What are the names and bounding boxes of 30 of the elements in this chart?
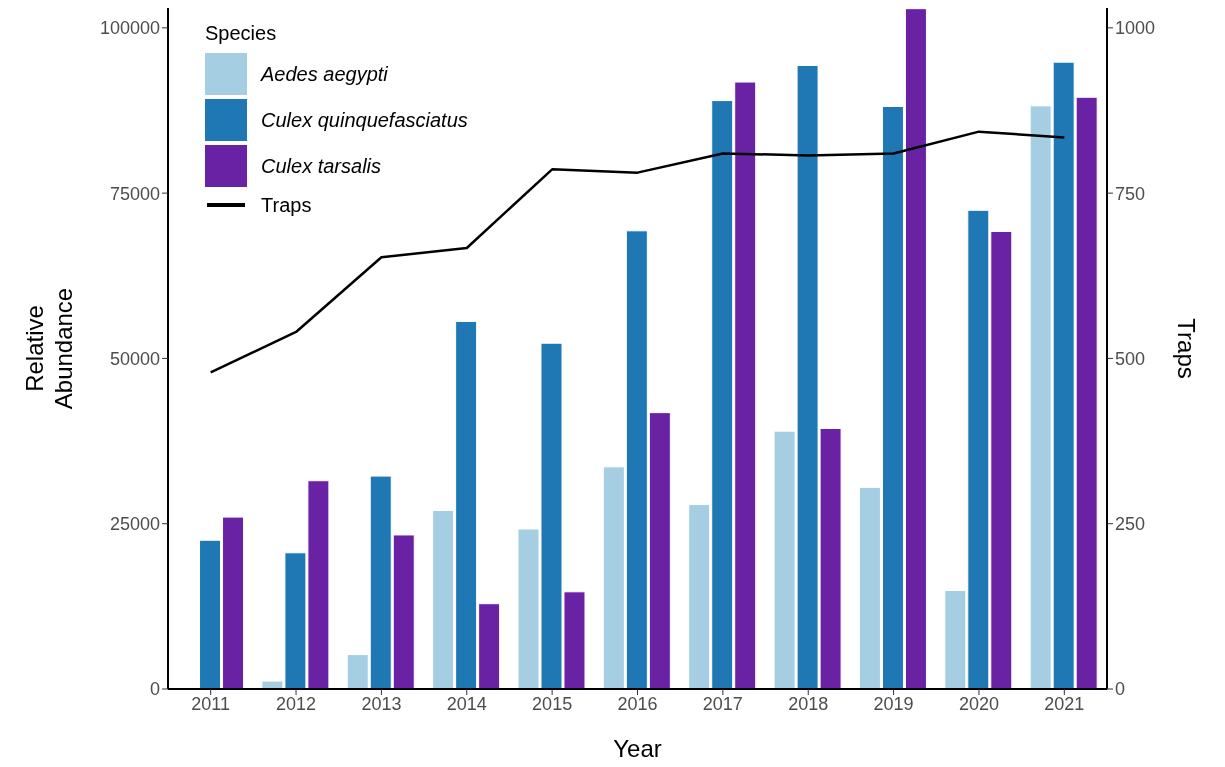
x-tick-label: 2019 xyxy=(873,693,914,714)
legend-label: Culex tarsalis xyxy=(261,154,382,178)
legend-label: Culex quinquefasciatus xyxy=(261,108,468,132)
x-tick-label: 2011 xyxy=(191,693,231,714)
y-tick-label: 50000 xyxy=(109,348,160,369)
y-tick-label: 75000 xyxy=(109,183,160,204)
legend-title: Species xyxy=(205,22,278,45)
y2-tick-label: 250 xyxy=(1115,514,1146,535)
legend-label: Aedes aegypti xyxy=(261,62,388,86)
y2-tick-label: 1000 xyxy=(1115,18,1156,39)
x-tick-label: 2015 xyxy=(532,693,573,714)
y2-tick-label: 750 xyxy=(1115,183,1146,204)
x-tick-label: 2021 xyxy=(1044,693,1085,714)
y-axis-title: Relative Abundance xyxy=(21,287,77,410)
x-tick-label: 2013 xyxy=(361,693,402,714)
legend-label: Traps xyxy=(261,193,312,217)
y-tick-label: 0 xyxy=(149,679,160,700)
x-tick-label: 2017 xyxy=(702,693,743,714)
x-axis-title: Year xyxy=(613,735,662,762)
y-tick-label: 25000 xyxy=(109,514,160,535)
y2-tick-label: 500 xyxy=(1115,348,1146,369)
line-series xyxy=(209,130,1066,374)
x-tick-label: 2016 xyxy=(617,693,658,714)
y2-axis-title: Traps xyxy=(1173,318,1201,379)
x-tick-label: 2012 xyxy=(276,693,317,714)
y2-tick-label: 0 xyxy=(1115,679,1126,700)
y-tick-label: 100000 xyxy=(99,18,160,39)
x-tick-label: 2014 xyxy=(446,693,487,714)
x-tick-label: 2018 xyxy=(788,693,829,714)
x-tick-label: 2020 xyxy=(958,693,999,714)
